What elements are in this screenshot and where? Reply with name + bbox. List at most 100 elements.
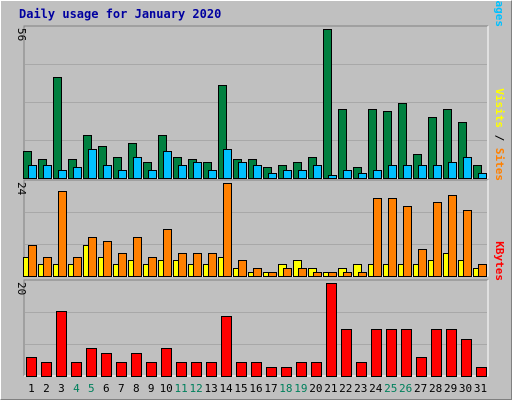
kbytes-max-label: 20 bbox=[15, 282, 28, 295]
sites-bar-visits-day-23 bbox=[353, 264, 362, 277]
kbytes-bar-kbytes-day-21 bbox=[326, 283, 337, 377]
sites-bar-sites-day-28 bbox=[433, 202, 442, 277]
kbytes-bar-kbytes-day-16 bbox=[251, 362, 262, 377]
sites-bar-sites-day-24 bbox=[373, 198, 382, 277]
day-label-21: 21 bbox=[324, 382, 337, 395]
hits-bar-files-day-19 bbox=[298, 170, 307, 179]
hits-bar-files-day-28 bbox=[433, 165, 442, 179]
hits-bar-files-day-3 bbox=[58, 170, 67, 179]
day-label-23: 23 bbox=[354, 382, 367, 395]
day-label-19: 19 bbox=[294, 382, 307, 395]
day-label-15: 15 bbox=[234, 382, 247, 395]
hits-bar-files-day-8 bbox=[133, 157, 142, 179]
day-label-22: 22 bbox=[339, 382, 352, 395]
sites-bar-sites-day-3 bbox=[58, 191, 67, 277]
hits-bar-files-day-13 bbox=[208, 170, 217, 179]
kbytes-bar-kbytes-day-19 bbox=[296, 362, 307, 377]
sites-bar-sites-day-22 bbox=[343, 272, 352, 277]
hits-bar-files-day-21 bbox=[328, 175, 337, 179]
kbytes-bar-kbytes-day-17 bbox=[266, 367, 277, 377]
day-label-8: 8 bbox=[133, 382, 140, 395]
hits-bar-hits-day-30 bbox=[458, 122, 467, 179]
hits-bar-hits-day-21 bbox=[323, 29, 332, 179]
sites-max-label: 24 bbox=[15, 182, 28, 196]
kbytes-bar-kbytes-day-25 bbox=[386, 329, 397, 377]
kbytes-bar-kbytes-day-31 bbox=[476, 367, 487, 377]
sites-bar-sites-day-19 bbox=[298, 268, 307, 277]
kbytes-legend-item: KBytes bbox=[493, 241, 506, 281]
day-label-4: 4 bbox=[73, 382, 80, 395]
hits-bar-files-day-20 bbox=[313, 165, 322, 179]
hits-bar-files-day-31 bbox=[478, 173, 487, 179]
kbytes-bar-kbytes-day-7 bbox=[116, 362, 127, 377]
kbytes-bar-kbytes-day-4 bbox=[71, 362, 82, 377]
sites-bar-sites-day-29 bbox=[448, 195, 457, 277]
kbytes-bar-kbytes-day-28 bbox=[431, 329, 442, 377]
sites-bar-sites-day-25 bbox=[388, 198, 397, 277]
sites-bar-sites-day-6 bbox=[103, 241, 112, 277]
sites-bar-sites-day-16 bbox=[253, 268, 262, 277]
sites-panel: 24 Visits / Sites bbox=[15, 88, 506, 277]
kbytes-panel: 20 KBytes bbox=[15, 241, 506, 377]
sites-bar-sites-day-4 bbox=[73, 257, 82, 277]
hits-bar-hits-day-3 bbox=[53, 77, 62, 179]
kbytes-bar-kbytes-day-13 bbox=[206, 362, 217, 377]
day-label-14: 14 bbox=[219, 382, 233, 395]
hits-bar-files-day-15 bbox=[238, 162, 247, 179]
day-label-12: 12 bbox=[190, 382, 203, 395]
hits-bar-hits-day-25 bbox=[383, 111, 392, 179]
kbytes-bar-kbytes-day-8 bbox=[131, 353, 142, 377]
hits-bar-files-day-6 bbox=[103, 165, 112, 179]
kbytes-bar-kbytes-day-26 bbox=[401, 329, 412, 377]
kbytes-bar-kbytes-day-5 bbox=[86, 348, 97, 377]
sites-bar-sites-day-20 bbox=[313, 272, 322, 277]
sites-bar-sites-day-17 bbox=[268, 272, 277, 277]
day-label-13: 13 bbox=[204, 382, 217, 395]
day-label-9: 9 bbox=[148, 382, 155, 395]
sites-bar-sites-day-13 bbox=[208, 253, 217, 277]
sites-bar-sites-day-9 bbox=[148, 257, 157, 277]
hits-bar-hits-day-28 bbox=[428, 117, 437, 179]
kbytes-bar-kbytes-day-6 bbox=[101, 353, 112, 377]
hits-bar-files-day-2 bbox=[43, 165, 52, 179]
kbytes-bar-kbytes-day-9 bbox=[146, 362, 157, 377]
hits-bar-files-day-7 bbox=[118, 170, 127, 179]
sites-bar-sites-day-18 bbox=[283, 268, 292, 277]
hits-bar-files-day-5 bbox=[88, 149, 97, 179]
kbytes-bar-kbytes-day-29 bbox=[446, 329, 457, 377]
kbytes-border-shadow bbox=[23, 279, 488, 376]
hits-bar-files-day-14 bbox=[223, 149, 232, 179]
kbytes-bar-kbytes-day-30 bbox=[461, 339, 472, 377]
day-label-27: 27 bbox=[414, 382, 427, 395]
sites-bar-sites-day-10 bbox=[163, 229, 172, 277]
hits-bar-files-day-12 bbox=[193, 162, 202, 179]
hits-legend: Hits / Files / Pages bbox=[493, 0, 506, 27]
sites-bar-sites-day-30 bbox=[463, 210, 472, 277]
day-label-11: 11 bbox=[175, 382, 188, 395]
hits-bar-hits-day-24 bbox=[368, 109, 377, 179]
day-label-16: 16 bbox=[249, 382, 262, 395]
day-label-26: 26 bbox=[399, 382, 412, 395]
hits-bar-files-day-16 bbox=[253, 165, 262, 179]
day-label-18: 18 bbox=[279, 382, 292, 395]
sites-bar-sites-day-12 bbox=[193, 253, 202, 277]
hits-bar-hits-day-22 bbox=[338, 109, 347, 179]
hits-border-shadow bbox=[23, 25, 488, 178]
hits-bar-files-day-30 bbox=[463, 157, 472, 179]
sites-bar-sites-day-14 bbox=[223, 183, 232, 277]
hits-bar-files-day-24 bbox=[373, 170, 382, 179]
kbytes-bar-kbytes-day-14 bbox=[221, 316, 232, 377]
day-label-10: 10 bbox=[160, 382, 173, 395]
sites-bar-sites-day-5 bbox=[88, 237, 97, 277]
sites-bar-sites-day-8 bbox=[133, 237, 142, 277]
day-label-5: 5 bbox=[88, 382, 95, 395]
kbytes-bar-kbytes-day-18 bbox=[281, 367, 292, 377]
hits-bar-files-day-11 bbox=[178, 165, 187, 179]
sites-bar-sites-day-27 bbox=[418, 249, 427, 277]
hits-bar-hits-day-6 bbox=[98, 146, 107, 179]
hits-bar-files-day-17 bbox=[268, 173, 277, 179]
day-label-31: 31 bbox=[474, 382, 487, 395]
kbytes-bar-kbytes-day-20 bbox=[311, 362, 322, 377]
sites-legend-item: Sites bbox=[493, 148, 506, 181]
day-label-6: 6 bbox=[103, 382, 110, 395]
